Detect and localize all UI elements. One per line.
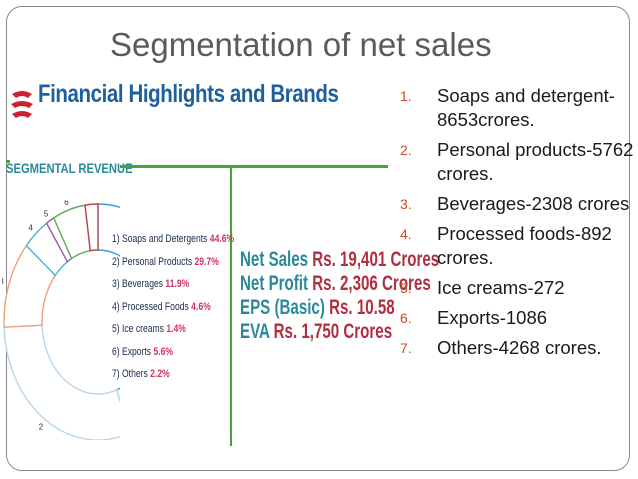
segment-list-item: 1. Soaps and detergent-8653crores. [400,84,637,132]
financial-label: EVA [240,320,270,343]
legend-item: 7) Others 2.2% [112,363,234,386]
list-text: Personal products-5762 crores. [437,139,634,184]
segment-sales-list: 1. Soaps and detergent-8653crores. 2. Perso… [400,84,637,366]
divider-vertical [230,168,232,446]
legend-percent: 44.6% [209,233,235,245]
chart-legend: 1) Soaps and Detergents 44.6% 2) Personal… [112,228,234,386]
slide-frame [6,6,630,471]
segment-list-item: 3. Beverages-2308 crores [400,192,637,216]
list-number: 2. [400,142,412,158]
financial-label: EPS (Basic) [240,296,325,319]
financial-value: Rs. 10.58 [329,296,395,319]
financial-value: Rs. 2,306 Crores [312,272,431,295]
financial-highlights-heading: Financial Highlights and Brands [38,80,339,108]
segment-donut-chart: 1234567 [2,200,120,440]
segment-list-item: 4. Processed foods-892 crores. [400,222,637,270]
slice-number-label: 5 [44,210,49,219]
legend-label: 6) Exports [112,345,152,358]
donut-slice [3,324,120,440]
slide-title: Segmentation of net sales [110,26,492,63]
legend-label: 4) Processed Foods [112,300,189,313]
legend-label: 1) Soaps and Detergents [112,233,208,245]
legend-label: 3) Beverages [112,278,164,290]
segment-list-item: 2. Personal products-5762 crores. [400,138,637,186]
slice-number-label: 2 [39,422,44,431]
slice-number-label: 3 [2,277,4,286]
list-number: 6. [400,310,412,326]
list-text: Soaps and detergent-8653crores. [437,85,615,130]
divider-horizontal [120,165,388,168]
segment-list-item: 5. Ice creams-272 [400,276,637,300]
financial-value: Rs. 19,401 Crores [312,248,440,271]
financial-label: Net Profit [240,272,309,295]
divider-left [6,160,10,163]
slice-number-label: 7 [89,200,94,201]
list-number: 7. [400,340,412,356]
legend-item: 5) Ice creams 1.4% [112,318,234,341]
legend-percent: 1.4% [166,323,186,335]
list-number: 5. [400,280,412,296]
financial-label: Net Sales [240,248,309,271]
financial-summary: Net Sales Rs. 19,401 Crores Net Profit Rs… [240,248,439,344]
list-number: 4. [400,226,412,242]
segmental-revenue-label: SEGMENTAL REVENUE [6,160,133,176]
legend-item: 4) Processed Foods 4.6% [112,296,234,319]
donut-slice [84,203,99,252]
legend-percent: 29.7% [194,255,219,268]
segment-list-item: 7. Others-4268 crores. [400,336,637,360]
legend-percent: 5.6% [153,345,174,358]
legend-percent: 11.9% [165,278,190,290]
slice-number-label: 6 [64,200,69,207]
legend-label: 2) Personal Products [112,255,193,268]
list-text: Beverages-2308 crores [437,193,630,214]
financial-row: EVA Rs. 1,750 Crores [240,320,439,344]
legend-item: 3) Beverages 11.9% [112,273,234,296]
legend-item: 6) Exports 5.6% [112,341,234,364]
financial-value: Rs. 1,750 Crores [273,320,393,343]
segment-list-item: 6. Exports-1086 [400,306,637,330]
list-number: 1. [400,88,412,104]
legend-label: 5) Ice creams [112,323,164,335]
donut-slice [97,203,120,404]
legend-percent: 4.6% [191,300,211,313]
financial-row: EPS (Basic) Rs. 10.58 [240,296,439,320]
financial-row: Net Profit Rs. 2,306 Crores [240,272,439,296]
list-text: Exports-1086 [437,307,548,328]
company-logo-icon [11,91,33,118]
legend-item: 2) Personal Products 29.7% [112,251,234,274]
list-number: 3. [400,196,412,212]
legend-label: 7) Others [112,368,148,380]
slice-number-label: 4 [28,223,33,232]
legend-percent: 2.2% [150,368,170,380]
financial-row: Net Sales Rs. 19,401 Crores [240,248,439,272]
list-text: Ice creams-272 [437,277,565,298]
list-text: Processed foods-892 crores. [437,223,612,268]
legend-item: 1) Soaps and Detergents 44.6% [112,228,234,251]
list-text: Others-4268 crores. [437,337,602,358]
